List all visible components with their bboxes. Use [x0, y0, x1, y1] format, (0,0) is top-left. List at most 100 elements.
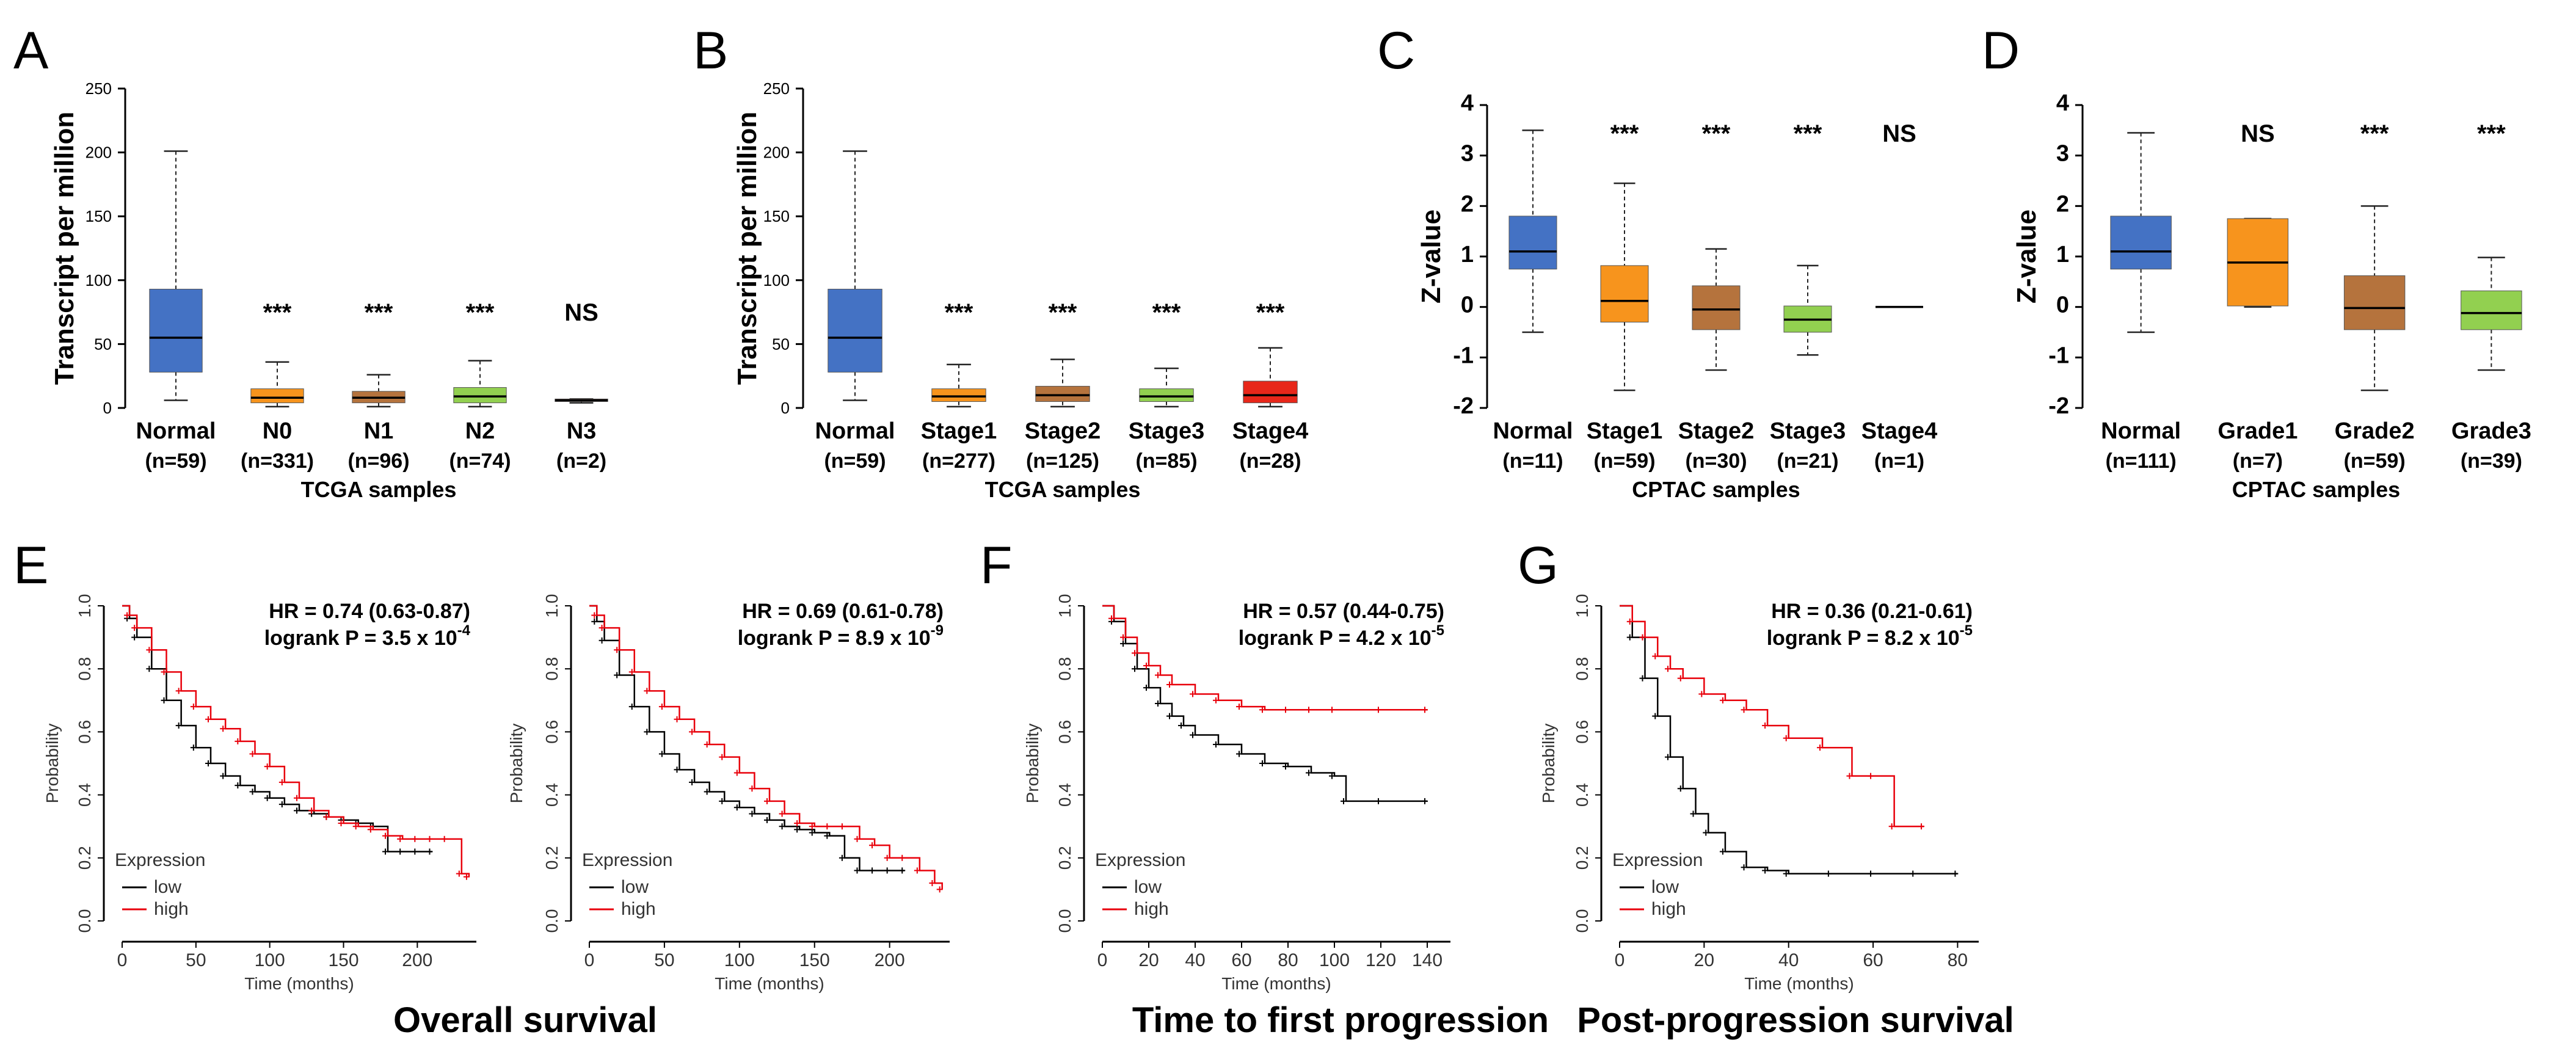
category-label: Grade2 — [2335, 418, 2415, 444]
y-axis-label: Transcript per million — [732, 112, 762, 385]
legend-label-low: low — [621, 877, 649, 897]
y-axis-label: Probability — [1539, 724, 1558, 804]
x-tick-label: 60 — [1863, 950, 1883, 970]
y-axis-label: Transcript per million — [49, 112, 79, 385]
y-axis-label: Z-value — [1416, 209, 1446, 304]
category-label: N2 — [465, 418, 495, 444]
y-tick-label: 2 — [1461, 191, 1474, 217]
box-grade2 — [2343, 275, 2406, 330]
hazard-ratio: HR = 0.69 (0.61-0.78) — [742, 600, 944, 623]
y-tick-label: 0.2 — [542, 846, 561, 870]
y-tick-label: 0.8 — [1055, 657, 1074, 681]
y-tick-label: 0.2 — [75, 846, 94, 870]
sample-size-label: (n=85) — [1135, 449, 1197, 473]
x-tick-label: 40 — [1185, 950, 1205, 970]
sample-size-label: (n=21) — [1777, 449, 1838, 473]
panel-e2: 0.0 0.2 0.4 0.6 0.8 1.0 0 50 100 150 200 Time (mont… — [507, 594, 950, 993]
y-tick-label: 100 — [86, 271, 112, 289]
y-tick-label: 0.0 — [1573, 909, 1592, 933]
x-tick-label: 150 — [328, 950, 358, 970]
x-axis-label: CPTAC samples — [2232, 477, 2400, 502]
y-tick-label: 0 — [1461, 293, 1474, 318]
panel-letter-f: F — [980, 536, 1013, 595]
y-axis-label: Probability — [1023, 724, 1042, 804]
category-label: Grade1 — [2218, 418, 2298, 444]
sample-size-label: (n=59) — [1593, 449, 1655, 473]
significance-label: *** — [2477, 120, 2506, 147]
km-curve-high — [589, 605, 943, 890]
x-tick-label: 120 — [1366, 950, 1396, 970]
x-tick-label: 0 — [117, 950, 128, 970]
panel-a: 0 50 100 150 200 250 Transcript per million Nor… — [49, 79, 608, 502]
y-tick-label: 2 — [2056, 191, 2069, 217]
legend-title: Expression — [1612, 850, 1703, 870]
panel-letter-c: C — [1377, 21, 1415, 80]
sample-size-label: (n=74) — [449, 449, 511, 473]
y-tick-label: 0 — [2056, 293, 2069, 318]
y-tick-label: 0.8 — [542, 657, 561, 681]
box-stage2 — [1035, 385, 1090, 402]
y-tick-label: 50 — [94, 335, 112, 353]
sample-size-label: (n=331) — [241, 449, 314, 473]
y-tick-label: 1.0 — [75, 594, 94, 618]
sample-size-label: (n=7) — [2233, 449, 2283, 473]
category-label: Normal — [136, 418, 216, 444]
y-axis-label: Probability — [507, 724, 526, 804]
y-tick-label: 100 — [763, 271, 790, 289]
box-stage4 — [1243, 380, 1298, 404]
hazard-ratio: HR = 0.57 (0.44-0.75) — [1243, 600, 1444, 623]
x-axis-label: CPTAC samples — [1632, 477, 1800, 502]
legend-title: Expression — [582, 850, 672, 870]
category-label: Stage4 — [1232, 418, 1309, 444]
box-n2 — [453, 387, 507, 404]
panel-d: -2 -1 0 1 2 3 4 Z-value Normal (n=111) NS Grade1 (n=… — [2012, 90, 2531, 502]
category-label: Stage1 — [921, 418, 997, 444]
significance-label: *** — [365, 299, 393, 326]
category-label: Normal — [1493, 418, 1573, 444]
y-tick-label: 1.0 — [1055, 594, 1074, 618]
y-tick-label: 150 — [763, 207, 790, 225]
sample-size-label: (n=59) — [145, 449, 206, 473]
sample-size-label: (n=11) — [1502, 449, 1563, 473]
y-tick-label: 1 — [2056, 242, 2069, 267]
y-tick-label: 4 — [1461, 90, 1474, 116]
sample-size-label: (n=59) — [824, 449, 886, 473]
logrank-exponent: -4 — [457, 622, 471, 639]
box-stage2 — [1692, 285, 1741, 330]
box-normal — [1508, 216, 1557, 270]
x-axis-label: Time (months) — [244, 974, 354, 993]
category-label: N0 — [263, 418, 293, 444]
significance-label: *** — [1049, 299, 1077, 326]
legend-label-high: high — [1134, 899, 1169, 919]
x-tick-label: 100 — [255, 950, 285, 970]
panel-letter-b: B — [693, 21, 728, 80]
caption-overall-survival: Overall survival — [393, 1000, 657, 1040]
box-stage3 — [1139, 388, 1194, 402]
significance-label: *** — [1610, 120, 1639, 147]
y-tick-label: -1 — [2048, 343, 2069, 368]
logrank-exponent: -9 — [931, 622, 944, 639]
box-normal — [2110, 216, 2172, 270]
significance-label: NS — [1882, 120, 1916, 147]
hazard-ratio: HR = 0.74 (0.63-0.87) — [269, 600, 470, 623]
x-tick-label: 150 — [799, 950, 830, 970]
sample-size-label: (n=96) — [347, 449, 409, 473]
y-tick-label: 0 — [103, 399, 112, 417]
logrank-p: logrank P = 8.9 x 10-9 — [738, 622, 944, 650]
significance-label: *** — [2360, 120, 2389, 147]
x-tick-label: 60 — [1231, 950, 1251, 970]
y-tick-label: 0.0 — [542, 909, 561, 933]
panel-g: 0.0 0.2 0.4 0.6 0.8 1.0 0 20 40 60 80 Time (months)… — [1539, 594, 1979, 993]
x-tick-label: 200 — [875, 950, 905, 970]
y-tick-label: 0.2 — [1055, 846, 1074, 870]
logrank-p: logrank P = 8.2 x 10-5 — [1767, 622, 1973, 650]
y-tick-label: 150 — [86, 207, 112, 225]
x-axis-label: Time (months) — [1221, 974, 1331, 993]
caption-post-progression-survival: Post-progression survival — [1577, 1000, 2014, 1040]
y-tick-label: 0.6 — [1573, 720, 1592, 744]
y-tick-label: 200 — [763, 144, 790, 162]
y-tick-label: -2 — [2048, 393, 2069, 419]
sample-size-label: (n=111) — [2106, 449, 2177, 473]
y-tick-label: 4 — [2056, 90, 2069, 116]
